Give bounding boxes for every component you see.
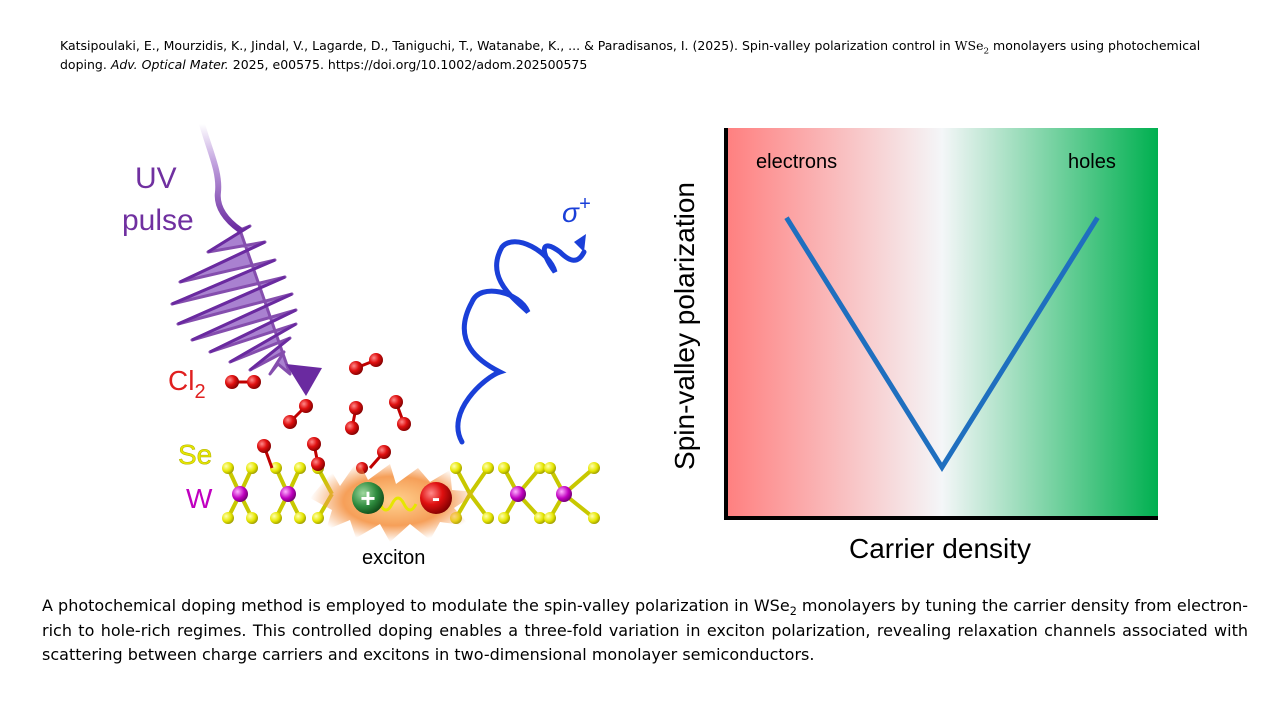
electron-charge-icon: - [420,482,452,514]
citation: Katsipoulaki, E., Mourzidis, K., Jindal,… [60,36,1240,74]
citation-journal: Adv. Optical Mater. [110,57,229,72]
caption-text-2: monolayers by tuning the carrier density… [42,596,1249,664]
citation-title-end: monolayers using photochemical doping. [60,38,1201,72]
caption-text-1: A photochemical doping method is employe… [42,596,749,615]
annotation-electrons: electrons [756,151,837,173]
electron-charge-sign: - [432,485,440,512]
polarization-chart-svg: electrons holes Carrier density Spin-val… [669,128,1158,564]
cl2-molecule [283,399,313,429]
cl2-molecules [225,353,411,435]
y-axis-label: Spin-valley polarization [669,182,700,470]
polarized-light-wave [455,234,587,445]
polarization-line [784,216,1100,473]
cl2-label: Cl2 [168,365,206,403]
citation-authors: Katsipoulaki, E., Mourzidis, K., Jindal,… [60,38,739,53]
light-arrow-head-icon [574,234,586,252]
uv-pulse-wave [170,121,322,396]
uv-arrow-head-icon [286,364,322,396]
cl2-molecule [389,395,411,431]
citation-title-start: Spin-valley polarization control in [742,38,951,53]
citation-material: WSe2 [954,38,990,57]
cl2-molecule [225,375,261,389]
w-label: W [186,483,213,514]
cl2-molecule [349,353,383,375]
citation-doi: https://doi.org/10.1002/adom.202500575 [327,57,588,72]
hole-charge-sign: + [360,483,375,513]
uv-label: UV [135,162,177,195]
figure-caption: A photochemical doping method is employe… [42,594,1248,668]
cl2-molecule [345,401,363,435]
chart-background [726,128,1158,518]
se-label: Se [178,439,212,470]
doping-illustration: UV pulse Cl2 σ+ Se W [122,121,600,569]
citation-details: 2025, e00575. [232,57,324,72]
annotation-holes: holes [1068,151,1116,173]
caption-material: WSe2 [753,596,797,619]
exciton-label: exciton [362,547,425,569]
x-axis-label: Carrier density [849,533,1031,564]
polarization-chart: electrons holes Carrier density Spin-val… [660,110,1180,580]
sigma-plus-label: σ+ [562,193,591,228]
hole-charge-icon: + [352,482,384,514]
pulse-label: pulse [122,204,194,237]
